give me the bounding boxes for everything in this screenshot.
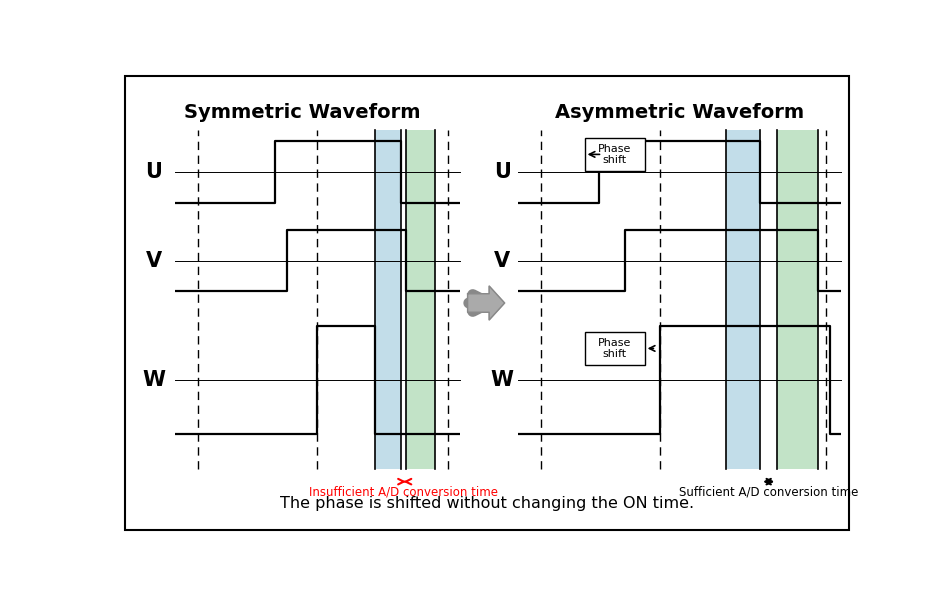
Text: Symmetric Waveform: Symmetric Waveform bbox=[184, 103, 420, 122]
Bar bbox=[584, 138, 645, 170]
Text: Insufficient A/D conversion time: Insufficient A/D conversion time bbox=[309, 485, 498, 499]
Text: Sufficient A/D conversion time: Sufficient A/D conversion time bbox=[679, 485, 859, 499]
Text: Phase
shift: Phase shift bbox=[598, 143, 632, 165]
Bar bbox=[584, 332, 645, 365]
Bar bbox=[726, 130, 760, 469]
Text: V: V bbox=[145, 251, 162, 271]
Text: W: W bbox=[491, 370, 514, 390]
Text: The phase is shifted without changing the ON time.: The phase is shifted without changing th… bbox=[280, 496, 694, 511]
Text: W: W bbox=[142, 370, 165, 390]
Text: Asymmetric Waveform: Asymmetric Waveform bbox=[555, 103, 804, 122]
Bar bbox=[777, 130, 818, 469]
Polygon shape bbox=[467, 286, 504, 320]
Text: Phase
shift: Phase shift bbox=[598, 338, 632, 359]
Text: U: U bbox=[494, 162, 511, 182]
Text: V: V bbox=[494, 251, 510, 271]
Text: U: U bbox=[145, 162, 162, 182]
Bar bbox=[406, 130, 435, 469]
Bar bbox=[375, 130, 401, 469]
